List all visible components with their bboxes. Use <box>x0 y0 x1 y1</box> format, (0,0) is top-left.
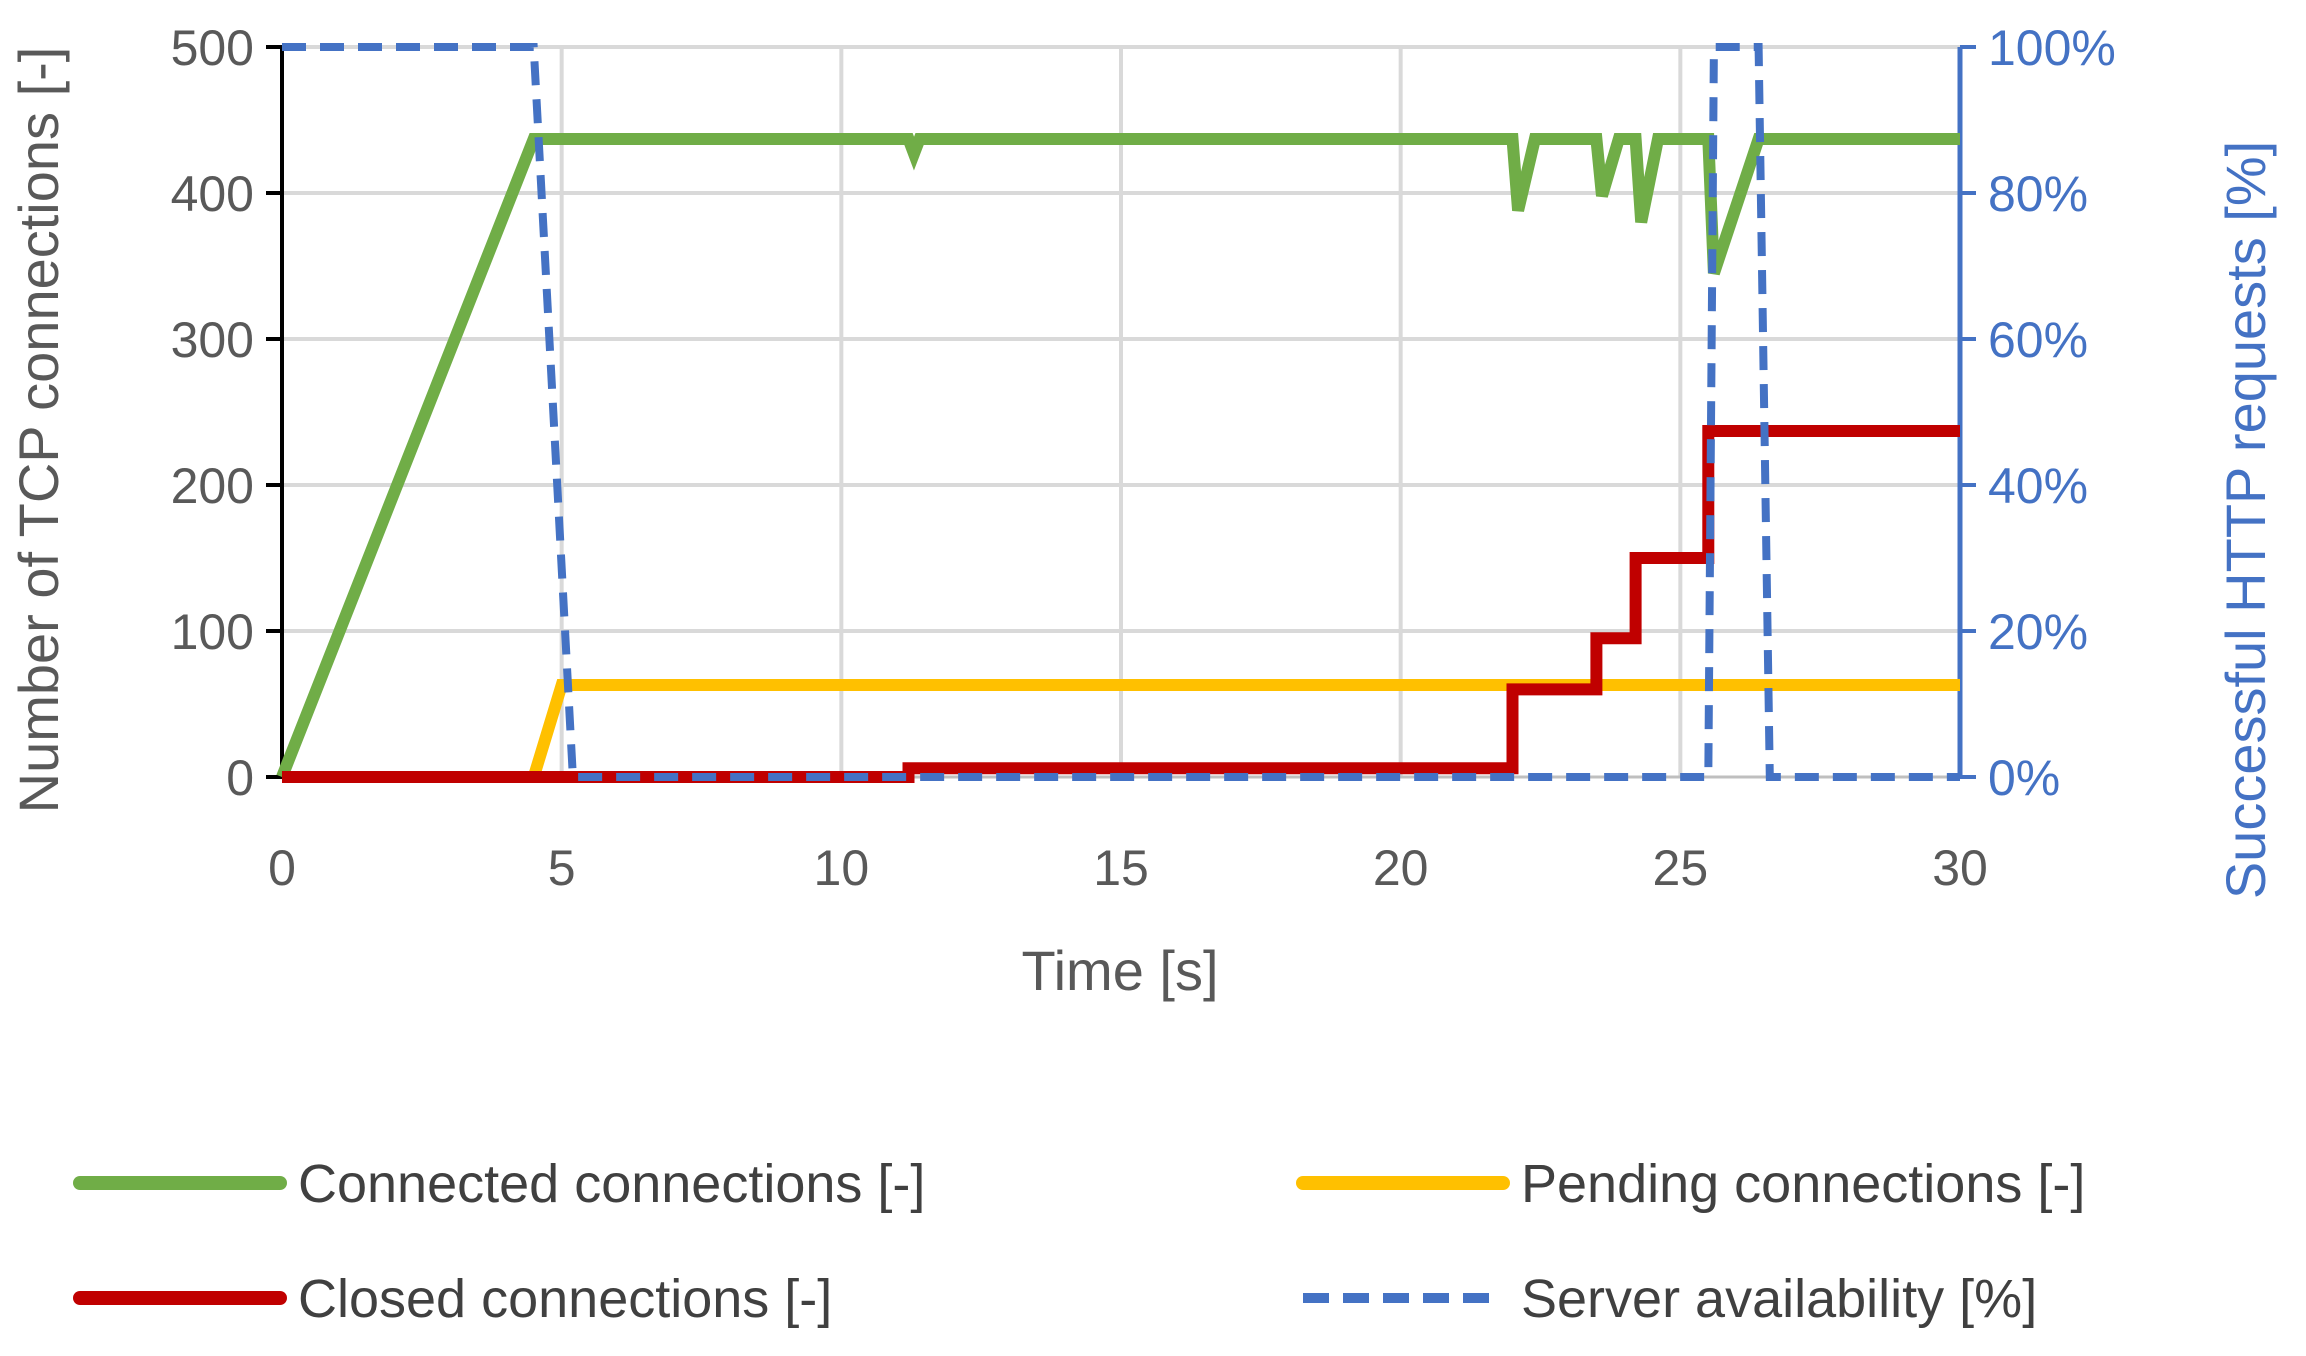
x-tick-label: 5 <box>548 840 576 896</box>
y2-tick-label: 0% <box>1988 750 2060 806</box>
legend-label: Server availability [%] <box>1521 1269 2037 1329</box>
y-tick-label: 500 <box>171 20 254 76</box>
y2-tick-label: 60% <box>1988 312 2088 368</box>
tick-labels: 0 5 10 15 20 25 3001002003004005000%20%40%60%8… <box>171 20 2116 896</box>
series-line-connected-connections <box>276 133 1960 780</box>
x-tick-label: 0 <box>268 840 296 896</box>
y2-tick-label: 40% <box>1988 458 2088 514</box>
y2-tick-label: 100% <box>1988 20 2116 76</box>
axis-titles: Time [s] Number of TCP connections [-] S… <box>7 47 2277 1002</box>
y2-tick-label: 20% <box>1988 604 2088 660</box>
x-tick-label: 10 <box>814 840 870 896</box>
series-line-server-availability <box>282 43 1960 781</box>
y2-tick-label: 80% <box>1988 166 2088 222</box>
y-tick-label: 200 <box>171 458 254 514</box>
y-tick-label: 300 <box>171 312 254 368</box>
x-tick-label: 30 <box>1932 840 1988 896</box>
series-lines <box>276 43 1960 783</box>
legend-label: Closed connections [-] <box>298 1269 832 1329</box>
x-tick-label: 15 <box>1093 840 1149 896</box>
legend-label: Connected connections [-] <box>298 1154 925 1214</box>
y-tick-label: 400 <box>171 166 254 222</box>
legend: Connected connections [-] Pending connect… <box>73 1154 2085 1329</box>
x-tick-label: 20 <box>1373 840 1429 896</box>
x-tick-label: 25 <box>1653 840 1709 896</box>
legend-label: Pending connections [-] <box>1521 1154 2085 1214</box>
x-axis-title: Time [s] <box>1021 939 1218 1002</box>
y-tick-label: 0 <box>226 750 254 806</box>
y2-axis-title: Successful HTTP requests [%] <box>2214 141 2277 899</box>
y-tick-label: 100 <box>171 604 254 660</box>
y-axis-title: Number of TCP connections [-] <box>7 47 70 814</box>
